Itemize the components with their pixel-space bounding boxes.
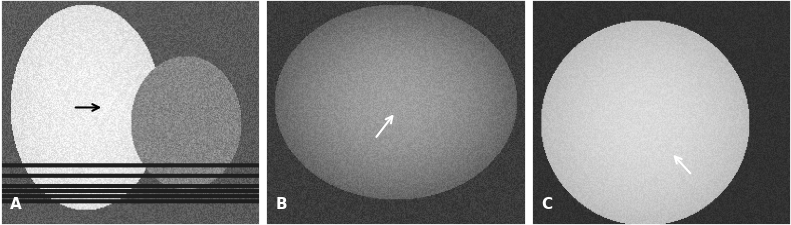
- Text: C: C: [541, 197, 552, 212]
- Text: B: B: [276, 197, 287, 212]
- Text: A: A: [10, 197, 22, 212]
